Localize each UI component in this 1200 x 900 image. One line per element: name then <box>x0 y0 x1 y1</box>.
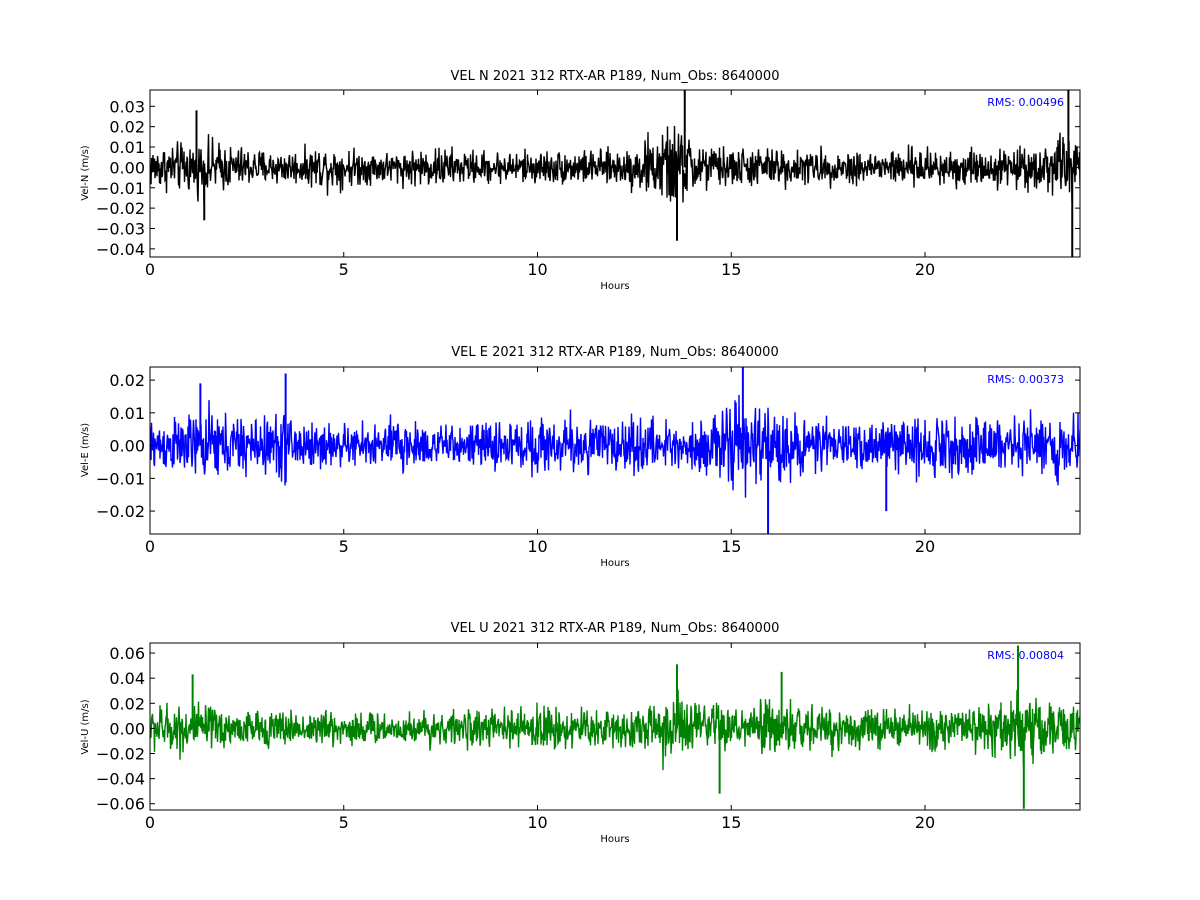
plot-area <box>150 645 1080 809</box>
axes-frame <box>149 89 1081 258</box>
y-tick-label: 0.03 <box>109 97 145 116</box>
y-axis-label: Vel-U (m/s) <box>80 699 91 754</box>
y-tick-label: −0.02 <box>96 744 145 763</box>
x-tick-label: 5 <box>339 813 349 832</box>
y-tick-label: 0.02 <box>109 694 145 713</box>
x-tick-label: 10 <box>527 813 547 832</box>
x-axis-label: Hours <box>600 281 629 292</box>
y-tick-label: 0.00 <box>109 719 145 738</box>
ticks: 0 5 10 15 20 −0.02 −0.01 0.00 0.01 0.02 <box>96 367 1080 556</box>
series-line <box>150 125 1080 204</box>
y-tick-label: 0.02 <box>109 371 145 390</box>
x-tick-label: 0 <box>145 537 155 556</box>
panel-vel-e: VEL E 2021 312 RTX-AR P189, Num_Obs: 864… <box>80 345 1081 569</box>
x-tick-label: 10 <box>527 260 547 279</box>
x-axis-label: Hours <box>600 834 629 845</box>
y-tick-label: 0.02 <box>109 118 145 137</box>
panel-vel-u: VEL U 2021 312 RTX-AR P189, Num_Obs: 864… <box>80 621 1081 845</box>
plot-area <box>150 90 1080 257</box>
rms-label: RMS: 0.00804 <box>987 649 1064 662</box>
y-tick-label: 0.00 <box>109 437 145 456</box>
y-tick-label: 0.06 <box>109 644 145 663</box>
x-tick-label: 5 <box>339 260 349 279</box>
y-tick-label: −0.02 <box>96 199 145 218</box>
x-tick-label: 5 <box>339 537 349 556</box>
y-tick-label: −0.01 <box>96 179 145 198</box>
x-tick-label: 20 <box>915 260 935 279</box>
axes-frame <box>149 366 1081 535</box>
y-axis-label: Vel-E (m/s) <box>80 423 91 477</box>
y-tick-label: −0.06 <box>96 795 145 814</box>
x-tick-label: 10 <box>527 537 547 556</box>
ticks: 0 5 10 15 20 −0.04 −0.03−0.02−0.01 0.000.010.02… <box>96 90 1080 279</box>
y-axis-label: Vel-N (m/s) <box>80 145 91 200</box>
series-line <box>150 394 1080 498</box>
panel-vel-n: VEL N 2021 312 RTX-AR P189, Num_Obs: 864… <box>80 69 1081 292</box>
x-tick-label: 20 <box>915 537 935 556</box>
panel-title: VEL U 2021 312 RTX-AR P189, Num_Obs: 864… <box>451 621 780 636</box>
y-tick-label: −0.03 <box>96 219 145 238</box>
plot-area <box>150 367 1080 534</box>
x-axis-label: Hours <box>600 558 629 569</box>
series-line <box>150 689 1080 771</box>
y-tick-label: −0.04 <box>96 240 145 259</box>
panel-title: VEL E 2021 312 RTX-AR P189, Num_Obs: 864… <box>451 345 778 360</box>
x-tick-label: 15 <box>721 260 741 279</box>
panel-title: VEL N 2021 312 RTX-AR P189, Num_Obs: 864… <box>451 69 780 84</box>
ticks: 0 5 10 15 20 −0.06 −0.04 −0.02 0.00 0.02 0.04 0.06 <box>96 643 1080 832</box>
y-tick-label: 0.00 <box>109 158 145 177</box>
rms-label: RMS: 0.00373 <box>987 373 1064 386</box>
x-tick-label: 0 <box>145 260 155 279</box>
x-tick-label: 15 <box>721 813 741 832</box>
axes-frame <box>149 642 1081 811</box>
y-tick-label: −0.04 <box>96 770 145 789</box>
y-tick-label: 0.04 <box>109 669 145 688</box>
x-tick-label: 20 <box>915 813 935 832</box>
y-tick-label: 0.01 <box>109 404 145 423</box>
y-tick-label: −0.01 <box>96 469 145 488</box>
y-tick-label: −0.02 <box>96 502 145 521</box>
y-tick-label: 0.01 <box>109 138 145 157</box>
x-tick-label: 15 <box>721 537 741 556</box>
rms-label: RMS: 0.00496 <box>987 96 1064 109</box>
x-tick-label: 0 <box>145 813 155 832</box>
